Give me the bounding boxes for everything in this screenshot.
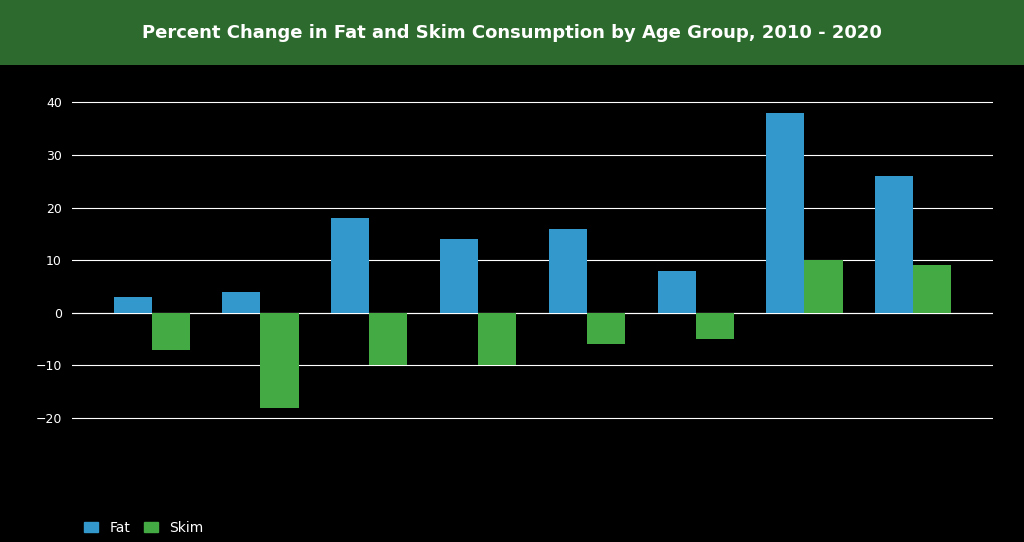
Bar <box>657 270 695 313</box>
Bar <box>695 313 734 339</box>
Bar <box>331 218 370 313</box>
Legend: Fat, Skim: Fat, Skim <box>79 515 209 541</box>
Bar <box>440 239 478 313</box>
Bar <box>766 113 805 313</box>
Bar <box>114 297 152 313</box>
Bar <box>549 229 587 313</box>
Bar <box>370 313 408 365</box>
Bar <box>478 313 516 365</box>
Bar <box>152 313 189 350</box>
Bar <box>587 313 625 344</box>
Text: Percent Change in Fat and Skim Consumption by Age Group, 2010 - 2020: Percent Change in Fat and Skim Consumpti… <box>142 23 882 42</box>
Bar <box>913 266 951 313</box>
Bar <box>222 292 260 313</box>
Bar <box>260 313 299 408</box>
Bar <box>876 176 913 313</box>
Bar <box>805 260 843 313</box>
